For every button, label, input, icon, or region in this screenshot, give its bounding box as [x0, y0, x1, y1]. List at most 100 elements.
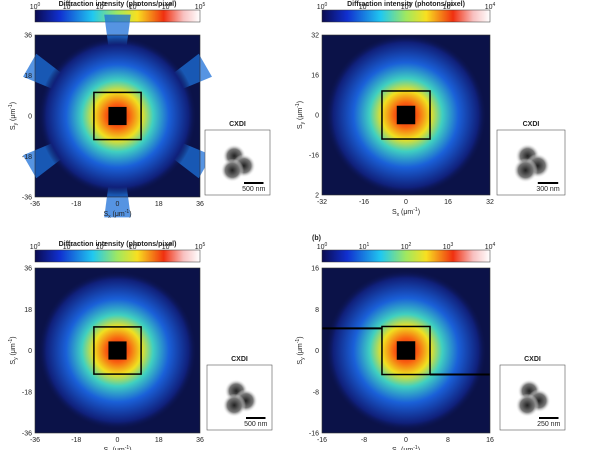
x-tick-label: 0 [404, 199, 408, 206]
beamstop [108, 106, 127, 126]
colorbar-tick-label: 104 [485, 242, 496, 251]
y-tick-label: 32 [311, 33, 319, 40]
colorbar-tick-label: 100 [317, 2, 328, 11]
reconstruction [513, 158, 538, 183]
panel: Diffraction intensity (photons/pixel) 100… [8, 241, 273, 450]
panel: Diffraction intensity (photons/pixel) 100… [8, 1, 271, 220]
image-frame [321, 34, 491, 196]
colorbar-tick-label: 101 [63, 242, 74, 251]
y-tick-label: 16 [311, 73, 319, 80]
x-label: Sx (μm-1) [392, 445, 420, 450]
panel: (b)100 101 102 103 104 16 8 0 -8 -16-16 -8 0 8 16 Sy (… [295, 235, 566, 450]
reconstruction [222, 393, 246, 417]
colorbar-tick-label: 104 [162, 2, 173, 11]
y-tick-label: -36 [22, 431, 32, 438]
y-tick-label: 36 [24, 33, 32, 40]
x-tick-label: -32 [317, 199, 327, 206]
inset-label: CXDI [523, 121, 540, 128]
colorbar-tick-label: 103 [443, 242, 454, 251]
colorbar-title: Diffraction intensity (photons/pixel) [59, 241, 177, 248]
colorbar-tick-label: 100 [30, 2, 41, 11]
colorbar [321, 249, 491, 263]
roi-frame [381, 325, 431, 376]
reconstruction [515, 393, 539, 417]
colorbar-title: Diffraction intensity (photons/pixel) [347, 1, 465, 8]
y-tick-label: -16 [309, 153, 319, 160]
colorbar [34, 249, 201, 263]
y-tick-label: 2 [315, 193, 319, 200]
x-tick-label: 18 [155, 201, 163, 208]
roi-frame [93, 326, 142, 375]
y-tick-label: 0 [315, 113, 319, 120]
roi-frame [381, 90, 431, 140]
y-tick-label: 16 [311, 266, 319, 273]
y-tick-label: 0 [28, 114, 32, 121]
x-tick-label: 36 [196, 437, 204, 444]
x-tick-label: 16 [486, 437, 494, 444]
x-tick-label: -36 [30, 201, 40, 208]
y-tick-label: -36 [22, 195, 32, 202]
colorbar-tick-label: 103 [443, 2, 454, 11]
panel-tag: (b) [312, 235, 321, 242]
x-label: Sx (μm-1) [103, 445, 131, 450]
beamstop [108, 341, 127, 360]
y-tick-label: -16 [309, 431, 319, 438]
x-label: Sx (μm-1) [392, 207, 420, 218]
scale-bar-label: 500 nm [242, 186, 266, 193]
x-tick-label: 16 [444, 199, 452, 206]
y-tick-label: -8 [313, 389, 319, 396]
colorbar-tick-label: 104 [485, 2, 496, 11]
inset-label: CXDI [231, 356, 248, 363]
panel: Diffraction intensity (photons/pixel) 100… [295, 1, 566, 218]
x-tick-label: -8 [361, 437, 367, 444]
reconstruction [220, 158, 244, 182]
colorbar-tick-label: 100 [30, 242, 41, 251]
colorbar-tick-label: 102 [401, 2, 412, 11]
x-tick-label: 0 [116, 437, 120, 444]
x-tick-label: 32 [486, 199, 494, 206]
colorbar-tick-label: 103 [129, 2, 140, 11]
inset-label: CXDI [524, 356, 541, 363]
x-tick-label: -18 [71, 201, 81, 208]
colorbar-tick-label: 104 [162, 242, 173, 251]
image-frame [34, 267, 201, 434]
x-tick-label: -18 [71, 437, 81, 444]
x-tick-label: -36 [30, 437, 40, 444]
y-label: Sy (μm-1) [8, 102, 19, 130]
beamstop [396, 341, 416, 360]
inset-label: CXDI [229, 121, 246, 128]
beamstop [396, 105, 416, 125]
scale-bar-label: 250 nm [537, 421, 561, 428]
colorbar-tick-label: 101 [359, 242, 370, 251]
colorbar-tick-label: 102 [96, 2, 107, 11]
colorbar-tick-label: 105 [195, 242, 206, 251]
colorbar-tick-label: 101 [63, 2, 74, 11]
x-tick-label: -16 [317, 437, 327, 444]
colorbar-title: Diffraction intensity (photons/pixel) [59, 1, 177, 8]
x-tick-label: 8 [446, 437, 450, 444]
y-tick-label: 0 [315, 348, 319, 355]
colorbar-tick-label: 102 [401, 242, 412, 251]
colorbar-tick-label: 105 [195, 2, 206, 11]
x-tick-label: 0 [116, 201, 120, 208]
y-tick-label: 36 [24, 266, 32, 273]
x-tick-label: 0 [404, 437, 408, 444]
colorbar-tick-label: 102 [96, 242, 107, 251]
y-tick-label: -18 [22, 154, 32, 161]
y-label: Sy (μm-1) [8, 336, 19, 364]
image-frame [321, 267, 491, 434]
scale-bar-label: 500 nm [244, 421, 268, 428]
scale-bar-label: 300 nm [536, 186, 560, 193]
y-tick-label: 8 [315, 307, 319, 314]
x-tick-label: 18 [155, 437, 163, 444]
roi-frame [93, 91, 142, 141]
colorbar-tick-label: 101 [359, 2, 370, 11]
x-tick-label: -16 [359, 199, 369, 206]
y-tick-label: 0 [28, 348, 32, 355]
y-label: Sy (μm-1) [295, 336, 306, 364]
image-frame [34, 34, 201, 198]
y-label: Sy (μm-1) [295, 101, 306, 129]
x-tick-label: 36 [196, 201, 204, 208]
colorbar [321, 9, 491, 23]
